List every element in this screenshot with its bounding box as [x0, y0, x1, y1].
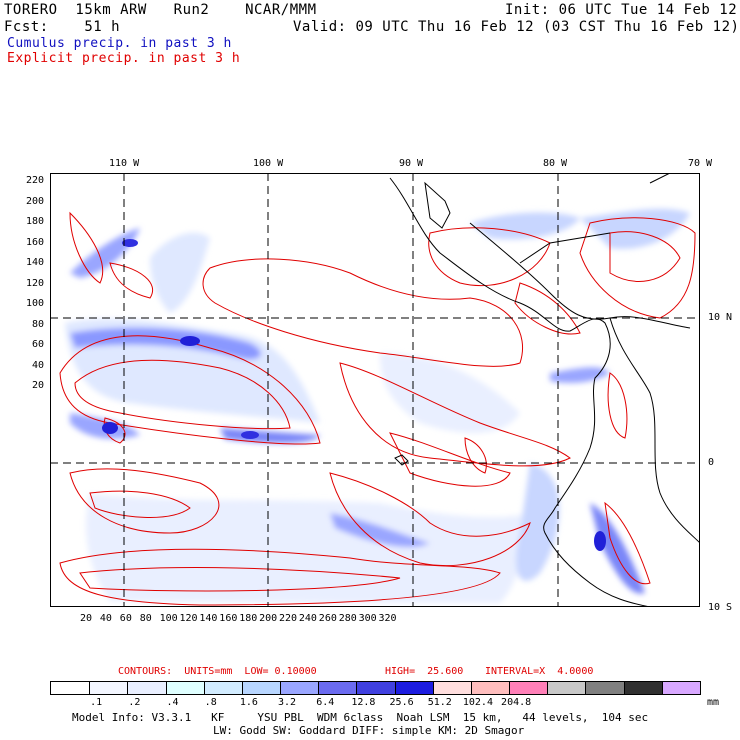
- x-tick-label: 280: [338, 613, 357, 624]
- y-tick-label: 160: [25, 236, 44, 248]
- colorbar-swatch: [280, 682, 319, 694]
- x-tick-label: 100: [159, 613, 178, 624]
- x-tick-label: 140: [199, 613, 218, 624]
- x-tick-label: 180: [239, 613, 258, 624]
- y-tick-label: 20: [31, 380, 44, 391]
- colorbar-label: 25.6: [389, 697, 414, 708]
- footer-model-info: Model Info: V3.3.1 KF YSU PBL WDM 6class…: [72, 711, 649, 724]
- explicit-precip-contours: [59, 211, 696, 606]
- header-run-info: TORERO 15km ARW Run2 NCAR/MMM: [4, 2, 317, 18]
- x-tick-label: 220: [279, 613, 298, 624]
- colorbar-swatch: [51, 682, 90, 694]
- header-init-time: Init: 06 UTC Tue 14 Feb 12: [505, 2, 738, 18]
- colorbar-label: .4: [166, 697, 179, 708]
- colorbar-label: .2: [128, 697, 141, 708]
- colorbar-label: 51.2: [427, 697, 452, 708]
- lon-label-70w: 70 W: [688, 158, 713, 169]
- x-tick-label: 260: [318, 613, 337, 624]
- legend-cumulus-label: Cumulus precip. in past 3 h: [7, 36, 232, 51]
- y-tick-label: 200: [25, 195, 44, 207]
- y-tick-label: 180: [25, 216, 44, 227]
- lon-label-80w: 80 W: [543, 158, 568, 169]
- colorbar-swatch: [547, 682, 586, 694]
- y-tick-label: 120: [25, 277, 44, 289]
- x-tick-label: 120: [179, 613, 198, 624]
- footer-physics-info: LW: Godd SW: Goddard DIFF: simple KM: 2D…: [213, 724, 525, 737]
- colorbar-swatch: [356, 682, 395, 694]
- colorbar-label: 6.4: [316, 697, 335, 708]
- colorbar-swatch: [89, 682, 128, 694]
- header-valid-time: Valid: 09 UTC Thu 16 Feb 12 (03 CST Thu …: [293, 19, 740, 35]
- lat-label-0: 0: [708, 457, 715, 468]
- colorbar-swatch: [165, 682, 204, 694]
- x-tick-label: 20: [80, 613, 93, 624]
- x-tick-label: 240: [298, 613, 317, 624]
- y-tick-label: 40: [31, 359, 44, 371]
- colorbar-swatch: [661, 682, 700, 694]
- intense-precip-spots: [102, 239, 606, 551]
- y-tick-label: 220: [25, 175, 44, 186]
- colorbar-units: mm: [707, 697, 720, 708]
- y-tick-label: 60: [31, 339, 44, 350]
- latlon-grid: [50, 173, 700, 607]
- coastlines: [389, 173, 700, 607]
- lon-label-90w: 90 W: [399, 158, 424, 169]
- x-tick-label: 300: [358, 613, 377, 624]
- header-forecast-hour: Fcst: 51 h: [4, 19, 121, 35]
- cumulus-precip-shading: [65, 208, 690, 603]
- contour-info-interval: INTERVAL=X 4.0000: [485, 666, 594, 677]
- colorbar-label: .1: [90, 697, 103, 708]
- x-tick-label: 60: [119, 613, 132, 624]
- y-tick-label: 80: [31, 318, 44, 330]
- y-tick-label: 140: [25, 257, 44, 268]
- contour-info-low: CONTOURS: UNITS=mm LOW= 0.10000: [118, 666, 317, 677]
- x-tick-label: 160: [219, 613, 238, 624]
- legend-explicit-label: Explicit precip. in past 3 h: [7, 51, 241, 66]
- precip-map: [50, 173, 700, 607]
- colorbar-label: 1.6: [239, 697, 258, 708]
- colorbar-label: 12.8: [351, 697, 376, 708]
- lat-label-10s: 10 S: [708, 602, 733, 613]
- colorbar-swatch: [241, 682, 281, 694]
- map-frame: [50, 173, 700, 607]
- colorbar-swatch: [203, 682, 242, 694]
- contour-info-high: HIGH= 25.600: [385, 666, 464, 677]
- x-tick-label: 320: [378, 613, 397, 624]
- y-tick-label: 100: [25, 298, 44, 309]
- colorbar-label: 204.8: [501, 697, 532, 708]
- colorbar-swatch: [394, 682, 433, 694]
- colorbar: [50, 681, 701, 695]
- colorbar-swatch: [127, 682, 166, 694]
- colorbar-swatch: [432, 682, 471, 694]
- x-tick-label: 200: [259, 613, 278, 624]
- lon-label-110w: 110 W: [109, 158, 140, 169]
- colorbar-label: 3.2: [278, 697, 297, 708]
- lat-label-10n: 10 N: [708, 312, 733, 323]
- x-tick-label: 80: [139, 613, 152, 624]
- colorbar-swatch: [509, 682, 548, 694]
- x-tick-label: 40: [99, 613, 112, 624]
- colorbar-label: 102.4: [462, 697, 493, 708]
- colorbar-swatch: [585, 682, 624, 694]
- colorbar-swatch: [623, 682, 662, 694]
- lon-label-100w: 100 W: [253, 158, 284, 169]
- colorbar-swatch: [470, 682, 510, 694]
- colorbar-label: .8: [204, 697, 217, 708]
- colorbar-swatch: [318, 682, 357, 694]
